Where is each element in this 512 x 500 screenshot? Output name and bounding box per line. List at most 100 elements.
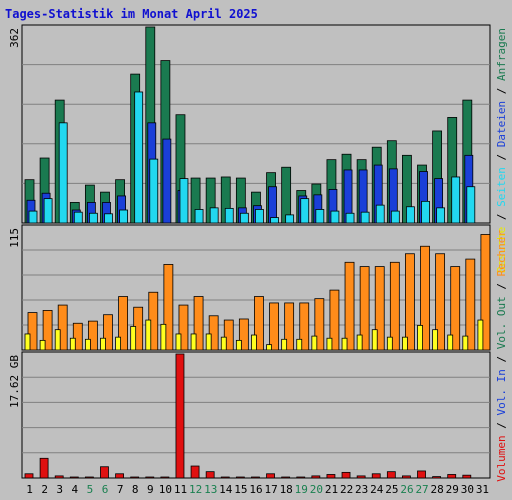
bar-besuche-day-29	[447, 334, 454, 351]
x-tick-label: 18	[280, 483, 293, 496]
bar-volumen-day-10	[160, 476, 170, 479]
bar-volumen-day-25	[386, 471, 396, 479]
legend-item-rechner: Rechner	[495, 230, 508, 277]
bar-rechner-day-30	[465, 258, 476, 351]
bar-rechner-day-22	[344, 261, 355, 351]
legend-separator: /	[495, 147, 508, 167]
x-tick-label: 22	[340, 483, 353, 496]
x-tick-label: 31	[476, 483, 489, 496]
bar-seiten-day-3	[58, 122, 68, 224]
bar-besuche-day-5	[84, 338, 91, 351]
bar-rechner-day-3	[57, 304, 68, 351]
bar-besuche-day-21	[326, 337, 333, 351]
x-axis-labels: 1 2 3 4 5 6 7 8 9 10 11 12 13 14 15 16 17 18 19 20 21 22 23 24 2…	[26, 483, 489, 496]
bar-rechner-day-13	[208, 315, 219, 351]
x-tick-label: 21	[325, 483, 338, 496]
legend-item-anfragen: Anfragen	[495, 28, 508, 81]
x-tick-label: 14	[219, 483, 233, 496]
bar-besuche-day-22	[341, 337, 348, 351]
bar-rechner-day-2	[42, 310, 53, 351]
bar-rechner-day-11	[178, 304, 189, 351]
bar-rechner-day-1	[27, 312, 38, 351]
legend-item-vol-in: Vol. In	[495, 369, 508, 415]
x-tick-label: 28	[431, 483, 444, 496]
x-tick-label: 10	[159, 483, 172, 496]
bar-volumen-day-8	[130, 476, 140, 479]
bar-besuche-day-7	[115, 336, 121, 351]
bar-volumen-day-26	[402, 475, 411, 479]
bar-volumen-day-2	[39, 457, 49, 479]
bar-besuche-day-23	[356, 334, 363, 351]
bar-besuche-day-1	[24, 333, 31, 351]
bar-rechner-day-20	[314, 298, 325, 351]
bar-seiten-day-30	[466, 186, 476, 224]
bar-volumen-day-21	[326, 474, 336, 479]
bar-seiten-day-7	[119, 209, 128, 224]
bar-seiten-day-18	[285, 214, 295, 224]
legend-item-vol-out: Vol. Out	[495, 296, 508, 349]
x-tick-label: 26	[400, 483, 413, 496]
x-tick-label: 29	[446, 483, 459, 496]
bar-seiten-day-13	[209, 207, 219, 224]
x-tick-label: 2	[41, 483, 48, 496]
bar-rechner-day-19	[299, 302, 310, 351]
bar-seiten-day-19	[300, 198, 310, 224]
bar-besuche-day-9	[145, 319, 152, 351]
bar-seiten-day-26	[406, 206, 415, 224]
bar-besuche-day-14	[220, 336, 227, 351]
bar-rechner-day-16	[254, 296, 264, 351]
bar-seiten-day-6	[104, 213, 113, 224]
bar-besuche-day-10	[160, 323, 167, 351]
x-tick-label: 13	[204, 483, 217, 496]
bar-besuche-day-16	[251, 334, 257, 351]
bar-rechner-day-29	[450, 266, 461, 351]
bar-seiten-day-22	[345, 212, 355, 224]
legend-separator: /	[495, 81, 508, 101]
x-tick-label: 8	[132, 483, 139, 496]
legend-separator: /	[495, 276, 508, 296]
x-tick-label: 24	[370, 483, 384, 496]
bar-seiten-day-15	[239, 212, 249, 224]
bar-seiten-day-23	[360, 211, 370, 224]
bar-rechner-day-5	[87, 320, 98, 351]
bar-rechner-day-23	[359, 266, 370, 351]
x-tick-label: 30	[461, 483, 474, 496]
bar-seiten-day-4	[73, 211, 83, 224]
bar-seiten-day-11	[179, 178, 189, 224]
bar-volumen-day-14	[220, 476, 230, 479]
bar-seiten-day-21	[330, 210, 340, 224]
bar-besuche-day-8	[130, 326, 137, 351]
bar-seiten-day-16	[255, 209, 264, 224]
legend-bottom: Volumen / Vol. In / Vol. Out / Rechner	[495, 230, 508, 482]
panel-bottom: 17.62 GB	[8, 351, 491, 479]
bar-rechner-day-6	[103, 314, 113, 351]
x-tick-label: 27	[415, 483, 428, 496]
bar-besuche-day-26	[402, 336, 408, 351]
chart-title: Tages-Statistik im Monat April 2025	[5, 7, 258, 21]
bar-besuche-day-2	[39, 339, 46, 351]
bar-volumen-day-24	[371, 473, 381, 479]
bar-volumen-day-12	[190, 465, 200, 479]
bar-volumen-day-15	[235, 476, 245, 479]
bar-rechner-day-18	[284, 302, 295, 351]
y-max-label: 362	[8, 28, 21, 48]
x-tick-label: 6	[102, 483, 109, 496]
bar-volumen-day-11	[175, 353, 185, 479]
bar-besuche-day-4	[69, 337, 76, 351]
bar-rechner-day-31	[480, 234, 491, 351]
x-tick-label: 16	[249, 483, 262, 496]
y-max-label: 115	[8, 228, 21, 248]
bar-rechner-day-14	[223, 319, 234, 351]
x-tick-label: 1	[26, 483, 33, 496]
bar-rechner-day-10	[163, 264, 174, 351]
bar-rechner-day-24	[374, 266, 385, 351]
bar-volumen-day-27	[417, 470, 426, 479]
bar-volumen-day-9	[145, 476, 155, 479]
bar-rechner-day-27	[420, 245, 430, 351]
legend-separator: /	[495, 349, 508, 369]
y-max-label: 17.62 GB	[8, 355, 21, 408]
bar-volumen-day-28	[432, 476, 442, 479]
x-tick-label: 3	[56, 483, 63, 496]
legend-item-dateien: Dateien	[495, 101, 508, 147]
